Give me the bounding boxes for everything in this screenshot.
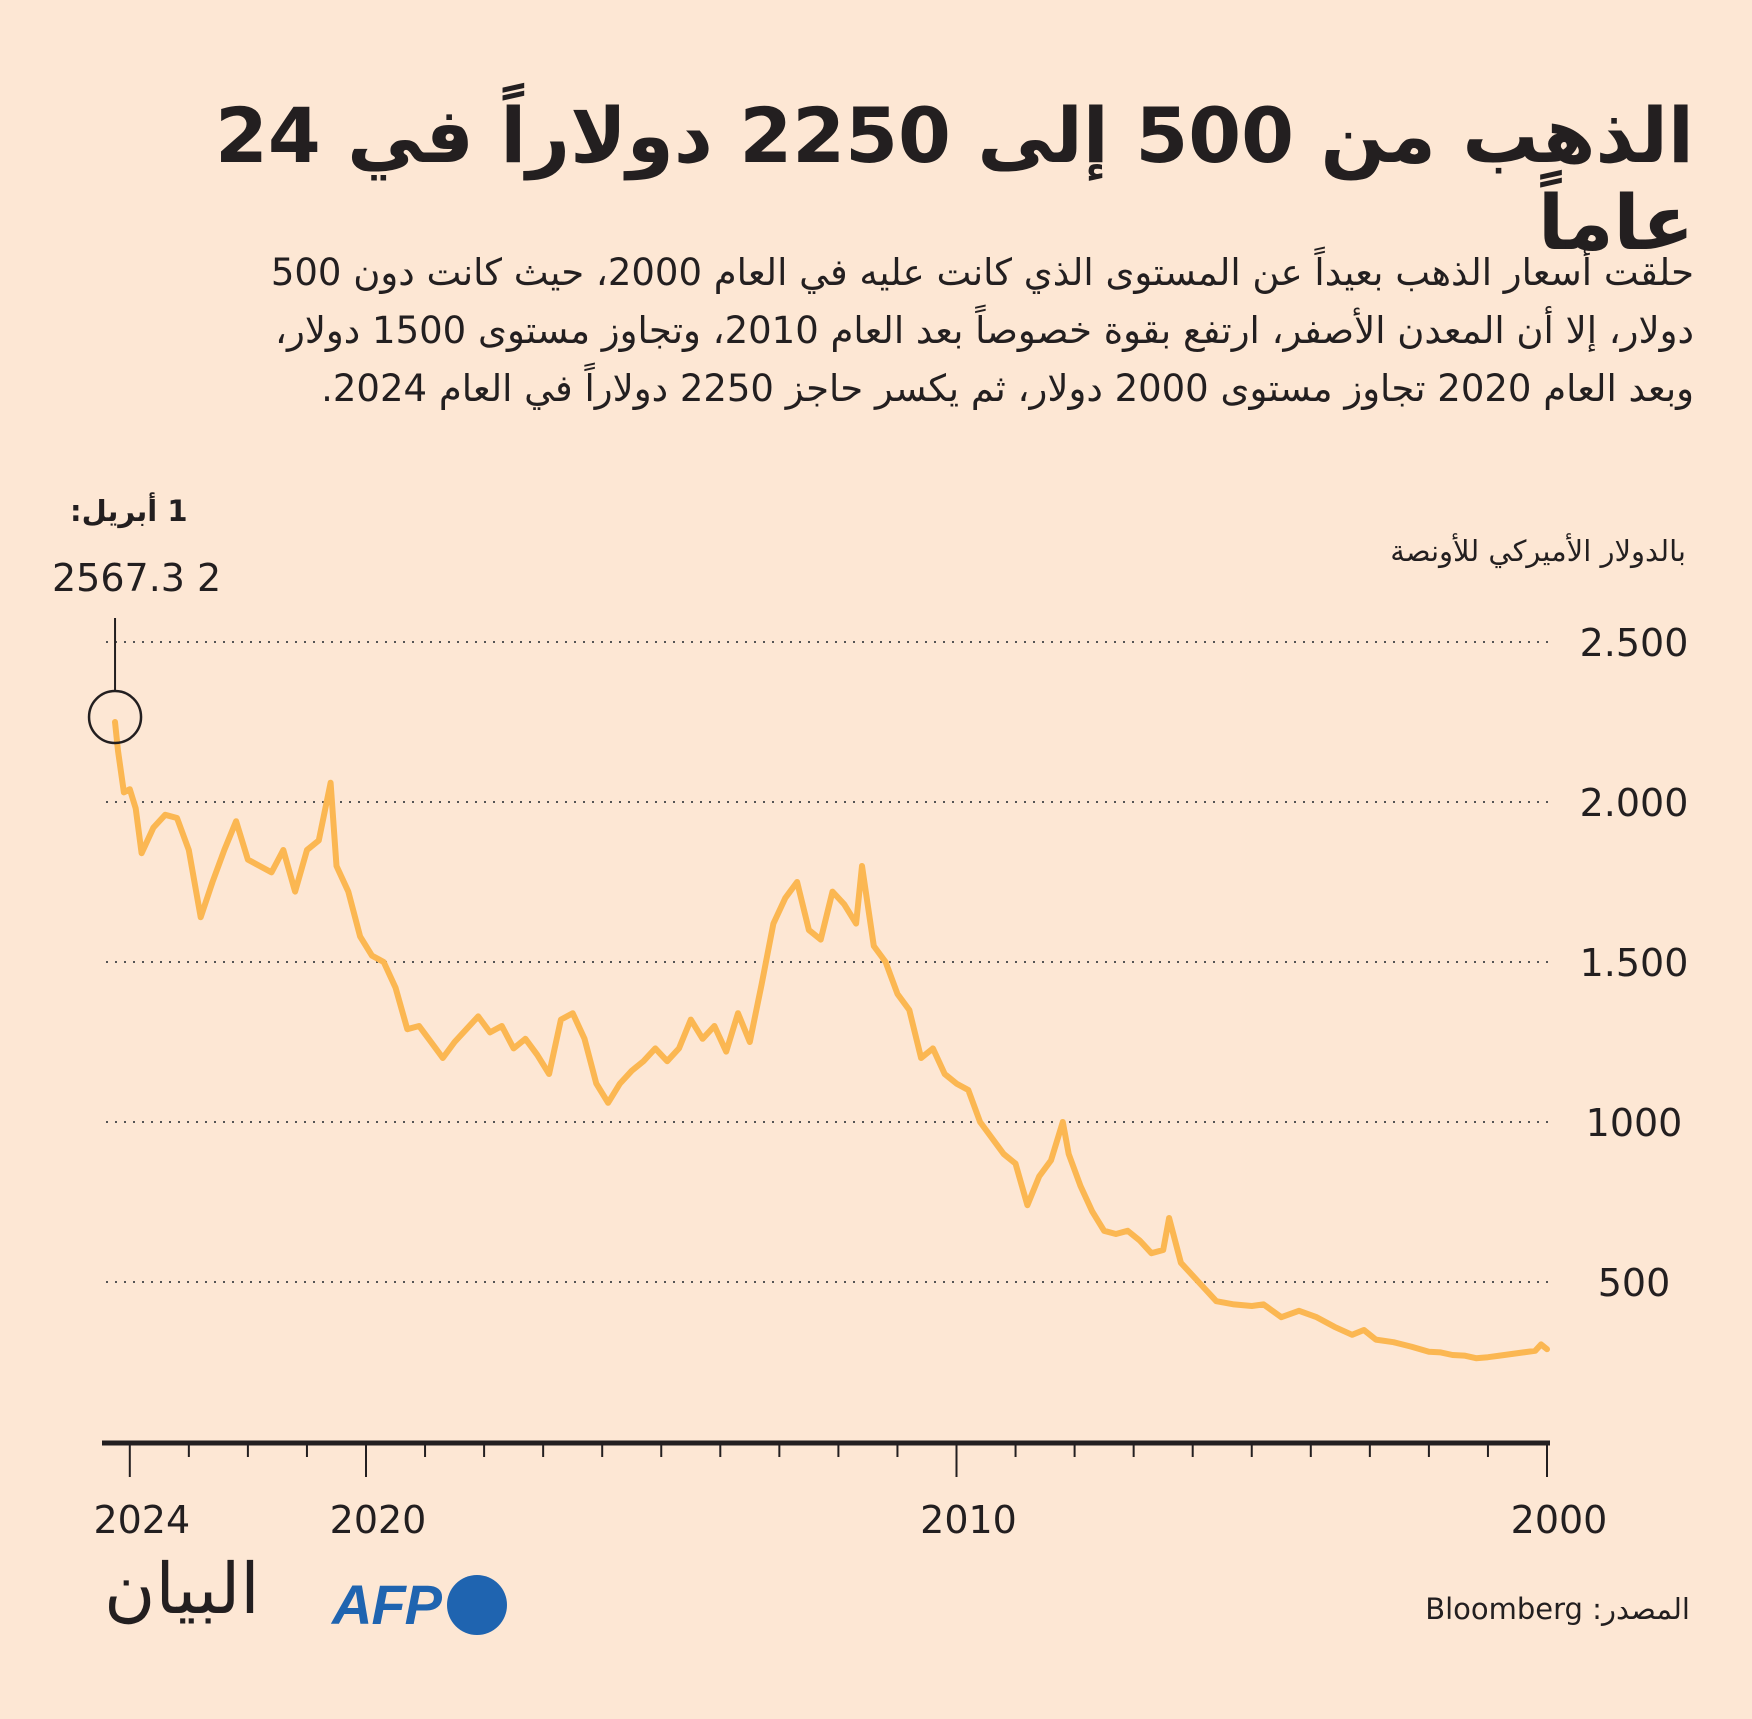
chart-description: حلقت أسعار الذهب بعيداً عن المستوى الذي … (270, 251, 1694, 410)
callout-date: 1 أبريل: (70, 494, 188, 528)
y-tick-label-2500: 2.500 (1580, 621, 1689, 665)
x-tick-label-2020: 2020 (330, 1498, 427, 1542)
afp-logo-dot (447, 1574, 507, 1635)
gold-price-line (112, 719, 1550, 1362)
y-tick-label-1500: 1.500 (1580, 941, 1689, 985)
y-tick-label-1000: 1000 (1586, 1101, 1683, 1145)
x-tick-label-2000: 2000 (1511, 1498, 1608, 1542)
tick-labels: 500 1000 1.500 2.000 2.500 2024 2020 2010 2000 (93, 621, 1688, 1542)
albayan-logo: البيان (104, 1548, 260, 1630)
x-tick-label-2024: 2024 (93, 1498, 190, 1542)
afp-logo: AFP (332, 1572, 507, 1637)
callout-marker (87, 618, 143, 745)
y-tick-label-2000: 2.000 (1580, 781, 1689, 825)
source-note: المصدر: Bloomberg (1425, 1592, 1690, 1626)
gridlines (106, 641, 1552, 1283)
x-tick-label-2010: 2010 (920, 1498, 1017, 1542)
y-axis-unit-label: بالدولار الأميركي للأونصة (1390, 534, 1686, 568)
y-tick-label-500: 500 (1598, 1261, 1671, 1305)
price-line-layer (112, 719, 1550, 1362)
callout-value: 2567.3 2 (52, 556, 222, 600)
callout-circle (87, 689, 143, 745)
chart-title: الذهب من 500 إلى 2250 دولاراً في 24 عاما… (214, 91, 1694, 268)
x-axis (102, 1440, 1550, 1477)
afp-logo-text: AFP (332, 1573, 442, 1636)
